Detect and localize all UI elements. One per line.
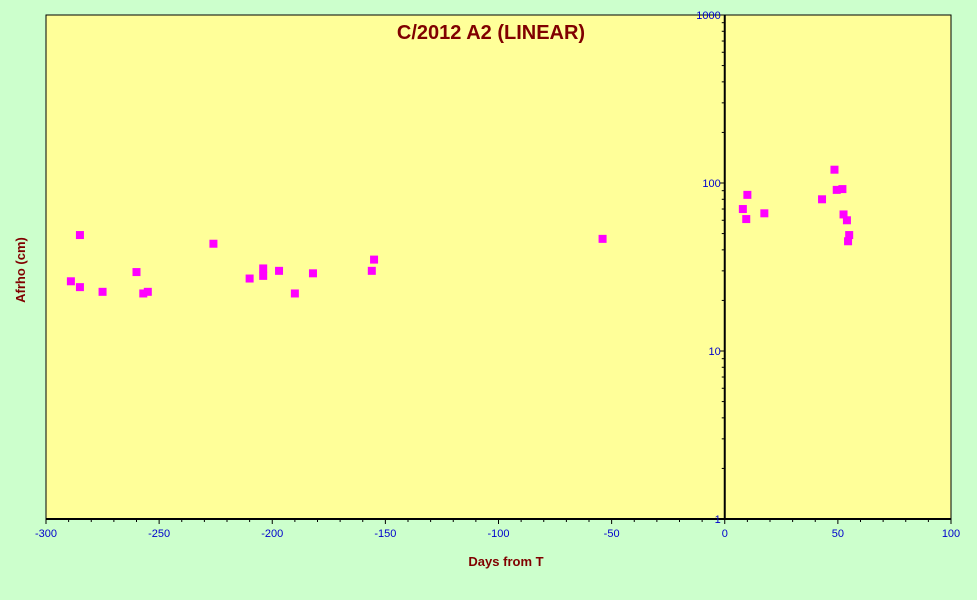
data-point	[209, 239, 218, 248]
data-point	[245, 274, 254, 283]
x-tick-label: -100	[487, 528, 509, 540]
y-tick-label: 100	[702, 178, 720, 190]
data-point	[842, 216, 851, 225]
data-point	[259, 271, 268, 280]
data-point	[598, 234, 607, 243]
y-tick-label: 10	[709, 346, 721, 358]
data-point	[760, 209, 769, 218]
data-point	[143, 287, 152, 296]
y-axis-label: Afrho (cm)	[13, 237, 28, 303]
data-point	[367, 266, 376, 275]
x-tick-label: -50	[604, 528, 620, 540]
data-point	[66, 277, 75, 286]
data-point	[259, 264, 268, 273]
plot-area	[45, 14, 952, 520]
data-point	[290, 289, 299, 298]
data-point	[308, 269, 317, 278]
data-point	[75, 231, 84, 240]
x-tick-label: 100	[942, 528, 960, 540]
x-tick-label: -300	[35, 528, 57, 540]
data-point	[742, 215, 751, 224]
data-point	[844, 237, 853, 246]
x-tick-label: 50	[832, 528, 844, 540]
data-point	[275, 266, 284, 275]
data-point	[830, 165, 839, 174]
data-point	[838, 185, 847, 194]
x-tick-label: -250	[148, 528, 170, 540]
y-tick-label: 1000	[696, 10, 720, 22]
data-point	[839, 210, 848, 219]
x-axis-label: Days from T	[468, 554, 543, 569]
data-point	[370, 255, 379, 264]
data-point	[832, 185, 841, 194]
data-point	[738, 205, 747, 214]
data-point	[743, 190, 752, 199]
x-tick-label: 0	[722, 528, 728, 540]
chart-title: C/2012 A2 (LINEAR)	[397, 22, 585, 44]
data-point	[845, 231, 854, 240]
x-tick-label: -200	[261, 528, 283, 540]
data-point	[98, 287, 107, 296]
data-point	[132, 268, 141, 277]
y-tick-label: 1	[715, 514, 721, 526]
data-point	[139, 289, 148, 298]
x-tick-label: -150	[374, 528, 396, 540]
data-point	[75, 283, 84, 292]
data-point	[818, 195, 827, 204]
